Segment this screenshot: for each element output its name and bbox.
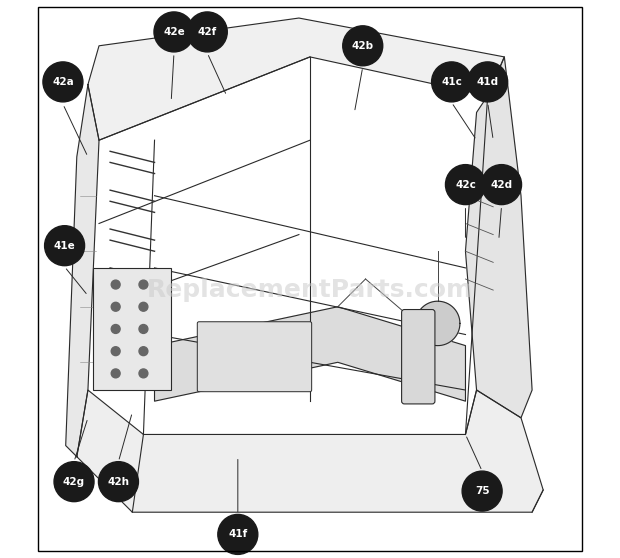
Text: 42b: 42b	[352, 41, 374, 51]
Circle shape	[43, 62, 83, 102]
Polygon shape	[88, 18, 504, 140]
Circle shape	[111, 347, 120, 355]
Circle shape	[154, 12, 194, 52]
Polygon shape	[154, 307, 466, 401]
Circle shape	[467, 62, 508, 102]
Circle shape	[139, 347, 148, 355]
Text: 41c: 41c	[441, 77, 462, 87]
Text: 42f: 42f	[198, 27, 217, 37]
Text: 42h: 42h	[107, 477, 130, 487]
Circle shape	[45, 225, 84, 266]
Text: 41d: 41d	[477, 77, 498, 87]
Circle shape	[482, 165, 521, 205]
Polygon shape	[77, 390, 543, 512]
Circle shape	[111, 369, 120, 378]
Text: 42c: 42c	[455, 180, 476, 190]
Circle shape	[139, 280, 148, 289]
Circle shape	[99, 461, 138, 502]
Circle shape	[446, 165, 485, 205]
Text: 42a: 42a	[52, 77, 74, 87]
Text: 41f: 41f	[228, 530, 247, 540]
Circle shape	[139, 325, 148, 334]
Text: ReplacementParts.com: ReplacementParts.com	[147, 278, 473, 302]
Text: 42e: 42e	[163, 27, 185, 37]
Circle shape	[462, 471, 502, 511]
Text: 42d: 42d	[490, 180, 513, 190]
Polygon shape	[66, 85, 99, 456]
FancyBboxPatch shape	[402, 310, 435, 404]
Circle shape	[54, 461, 94, 502]
Text: 41e: 41e	[54, 240, 76, 251]
FancyBboxPatch shape	[94, 268, 171, 390]
Circle shape	[111, 325, 120, 334]
Circle shape	[187, 12, 228, 52]
Circle shape	[111, 280, 120, 289]
Text: 42g: 42g	[63, 477, 85, 487]
Text: 75: 75	[475, 486, 489, 496]
Circle shape	[343, 26, 383, 66]
Circle shape	[218, 514, 258, 555]
FancyBboxPatch shape	[197, 322, 312, 392]
Polygon shape	[415, 301, 460, 345]
Circle shape	[139, 369, 148, 378]
Circle shape	[432, 62, 472, 102]
Polygon shape	[466, 57, 532, 418]
Circle shape	[111, 302, 120, 311]
Circle shape	[139, 302, 148, 311]
